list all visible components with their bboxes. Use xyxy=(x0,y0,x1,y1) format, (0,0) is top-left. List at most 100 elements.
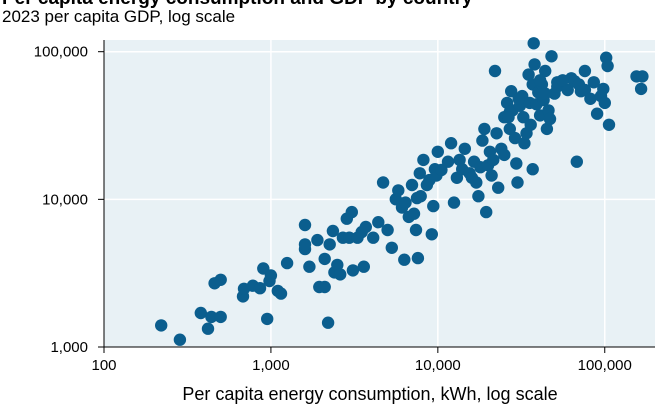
data-point xyxy=(488,64,502,78)
data-point xyxy=(155,319,168,332)
data-point xyxy=(524,118,537,131)
y-tick-label: 100,000 xyxy=(34,44,88,61)
data-point xyxy=(528,58,541,71)
data-point xyxy=(518,137,531,150)
data-point xyxy=(472,190,485,203)
data-point xyxy=(425,228,438,241)
data-point xyxy=(298,238,312,251)
data-point xyxy=(417,153,430,167)
data-point xyxy=(405,178,419,192)
data-point xyxy=(334,268,347,281)
data-point xyxy=(398,253,411,266)
data-point xyxy=(490,127,503,140)
data-point xyxy=(261,312,274,326)
data-point xyxy=(274,287,288,300)
data-point xyxy=(357,260,370,273)
data-point xyxy=(385,241,398,254)
data-point xyxy=(280,256,294,270)
data-point xyxy=(517,111,530,124)
data-point xyxy=(331,258,344,272)
data-point xyxy=(458,142,471,155)
data-point xyxy=(634,82,648,96)
x-tick-label: 1,000 xyxy=(252,357,290,374)
data-point xyxy=(431,145,444,158)
data-point xyxy=(590,107,604,120)
data-point xyxy=(173,333,187,346)
data-point xyxy=(539,87,552,100)
data-point xyxy=(194,306,207,320)
data-point xyxy=(545,50,558,63)
data-point xyxy=(597,82,610,96)
x-tick-label: 100 xyxy=(91,357,116,374)
data-point xyxy=(372,216,385,229)
y-tick-label: 10,000 xyxy=(42,191,88,208)
data-point xyxy=(561,83,574,97)
data-point xyxy=(587,76,600,89)
data-point xyxy=(441,155,455,168)
data-point xyxy=(367,231,380,244)
data-point xyxy=(346,264,360,277)
data-point xyxy=(636,70,649,83)
data-point xyxy=(527,37,540,50)
data-point xyxy=(492,181,505,194)
data-point xyxy=(253,282,267,295)
data-point xyxy=(392,184,405,197)
data-point xyxy=(540,122,554,136)
data-point xyxy=(498,148,511,162)
data-point xyxy=(326,224,340,238)
data-point xyxy=(205,310,218,324)
data-point xyxy=(409,223,423,237)
data-point xyxy=(533,74,547,87)
data-point xyxy=(480,205,493,219)
data-point xyxy=(601,59,614,73)
data-point xyxy=(411,251,425,265)
chart-titles: Per capita energy consumption and GDP by… xyxy=(2,0,473,26)
data-point xyxy=(311,233,324,247)
x-axis-title: Per capita energy consumption, kWh, log … xyxy=(182,384,557,404)
data-point xyxy=(453,153,466,167)
data-point xyxy=(510,157,523,170)
grid-lines xyxy=(104,40,655,347)
data-point xyxy=(298,218,312,232)
chart-title: Per capita energy consumption and GDP by… xyxy=(2,0,473,9)
data-point xyxy=(214,310,227,324)
data-point xyxy=(214,273,227,286)
data-point xyxy=(413,167,426,180)
data-point xyxy=(323,238,336,251)
x-tick-label: 100,000 xyxy=(578,357,632,374)
data-point xyxy=(359,220,372,234)
data-point xyxy=(598,96,611,110)
data-point xyxy=(584,92,597,106)
data-point xyxy=(511,176,524,189)
data-point xyxy=(526,163,539,176)
data-point xyxy=(321,316,335,329)
data-point xyxy=(201,322,215,335)
data-point xyxy=(570,155,583,168)
data-point xyxy=(470,176,483,189)
data-point xyxy=(478,122,491,136)
data-point xyxy=(435,163,448,177)
data-point xyxy=(427,199,440,213)
data-point xyxy=(539,64,552,78)
data-point xyxy=(508,131,522,145)
x-tick-label: 10,000 xyxy=(415,357,461,374)
data-point xyxy=(407,207,421,220)
data-point xyxy=(376,176,390,189)
data-point xyxy=(447,196,461,209)
chart-subtitle: 2023 per capita GDP, log scale xyxy=(2,7,235,26)
data-point xyxy=(318,280,331,294)
data-point xyxy=(543,112,557,126)
data-point xyxy=(505,85,518,98)
data-point xyxy=(318,252,331,266)
data-point xyxy=(578,64,592,78)
data-point xyxy=(399,196,412,209)
data-point xyxy=(512,92,525,106)
data-point xyxy=(502,111,515,124)
data-point xyxy=(503,122,516,136)
data-point xyxy=(602,118,616,131)
data-point xyxy=(476,134,489,147)
data-point xyxy=(522,68,535,81)
data-point xyxy=(487,153,500,167)
